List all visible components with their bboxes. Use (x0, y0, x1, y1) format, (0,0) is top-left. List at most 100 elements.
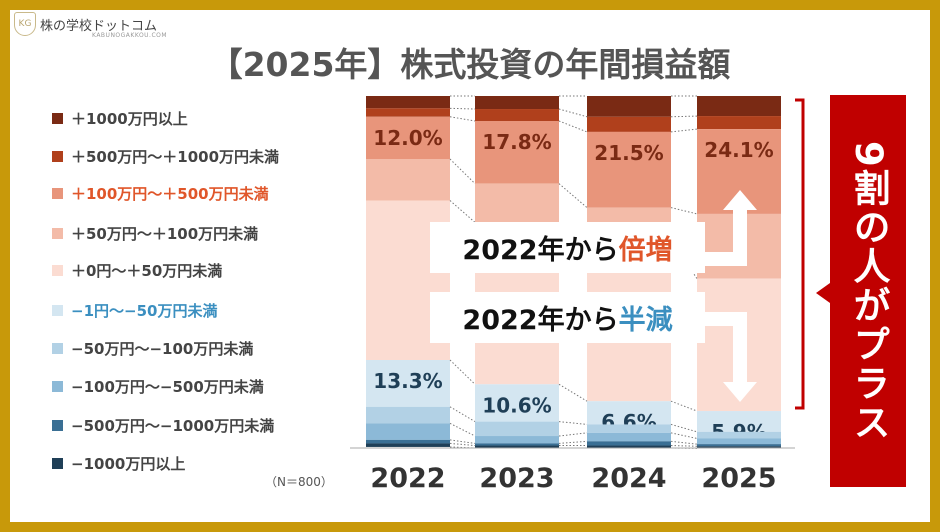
connector-line (670, 432, 698, 439)
legend-label: ＋0円〜＋50万円未満 (71, 262, 223, 280)
legend-swatch (52, 188, 63, 199)
connector-line (670, 445, 698, 447)
connector-line (670, 128, 698, 133)
data-label: 21.5% (594, 141, 663, 165)
bar-segment (587, 441, 671, 446)
bar-segment (475, 120, 559, 184)
bar-segment (475, 183, 559, 223)
connector-line (449, 158, 476, 185)
data-label: 13.3% (373, 369, 442, 393)
connector-line (558, 183, 588, 208)
bracket (795, 98, 805, 410)
legend-item: ＋0円〜＋50万円未満 (52, 260, 222, 281)
bar-segment (697, 96, 781, 117)
logo: KG 株の学校ドットコム KABUNOGAKKOU.COM (14, 12, 167, 39)
bar-segment (587, 401, 671, 425)
arrow-up-icon (705, 190, 757, 266)
bar-segment (366, 443, 450, 447)
bar-segment (475, 384, 559, 422)
bar-segment (366, 439, 450, 444)
data-label: 10.6% (482, 393, 551, 417)
data-label: 17.8% (482, 130, 551, 154)
connector-line (670, 440, 698, 445)
legend-item: −1000万円以上 (52, 453, 185, 474)
legend-label: −500万円〜−1000万円未満 (71, 417, 275, 435)
legend-label: ＋50万円〜＋100万円未満 (71, 225, 259, 243)
bar-segment (475, 96, 559, 110)
legend-item: ＋100万円〜＋500万円未満 (52, 183, 269, 204)
legend-label: −1000万円以上 (71, 455, 186, 473)
connector-line (449, 359, 476, 385)
bar-segment (366, 96, 450, 109)
logo-shield-icon: KG (14, 12, 36, 36)
bar-segment (587, 424, 671, 433)
connector-line (449, 107, 476, 110)
legend-label: ＋100万円〜＋500万円未満 (71, 185, 269, 203)
connector-line (449, 422, 476, 437)
bar-segment (475, 443, 559, 446)
connector-line (558, 440, 588, 444)
bar-segment (475, 109, 559, 121)
bar-segment (587, 116, 671, 132)
category-label: 2025 (701, 463, 776, 494)
legend-item: −500万円〜−1000万円未満 (52, 415, 274, 436)
connector-line (449, 116, 476, 122)
connector-line (558, 432, 588, 437)
legend-swatch (52, 305, 63, 316)
connector-line (558, 108, 588, 118)
legend-swatch (52, 458, 63, 469)
arrow-down-icon (705, 312, 757, 402)
bar-segment (587, 432, 671, 442)
category-label: 2023 (479, 463, 554, 494)
legend-label: −100万円〜−500万円未満 (71, 378, 264, 396)
data-label: 12.0% (373, 126, 442, 150)
half-annotation: 2022年から 半減 (430, 292, 705, 343)
bar-segment (475, 436, 559, 444)
category-label: 2022 (370, 463, 445, 494)
connector-line (449, 406, 476, 423)
double-annotation: 2022年から 倍増 (430, 222, 705, 273)
connector-line (449, 439, 476, 444)
annotation-emphasis: 倍増 (618, 235, 673, 266)
connector-line (670, 207, 698, 215)
bar-segment (366, 406, 450, 424)
bar-segment (366, 116, 450, 160)
connector-line (558, 421, 588, 425)
logo-sub: KABUNOGAKKOU.COM (92, 32, 168, 39)
chart-title: 【2025年】株式投資の年間損益額 (209, 45, 731, 84)
bar-segment (366, 423, 450, 440)
legend-swatch (52, 265, 63, 276)
bar-segment (475, 445, 559, 448)
callout: 9割の人がプラス (816, 95, 906, 487)
annotation-prefix: 2022年から (462, 305, 619, 336)
legend-item: ＋500万円〜＋1000万円未満 (52, 146, 279, 167)
legend-swatch (52, 228, 63, 239)
bar-segment (697, 431, 781, 439)
connector-line (449, 446, 476, 449)
legend-swatch (52, 151, 63, 162)
bar-segment (587, 96, 671, 117)
bar-segment (697, 411, 781, 432)
bar-segment (587, 445, 671, 448)
bar-segment (366, 108, 450, 117)
bar-segment (697, 438, 781, 445)
bar-segment (587, 131, 671, 208)
legend-item: −100万円〜−500万円未満 (52, 376, 264, 397)
legend-swatch (52, 113, 63, 124)
connector-line (449, 442, 476, 447)
connector-line (670, 423, 698, 433)
bar-segment (366, 159, 450, 201)
legend-swatch (52, 343, 63, 354)
legend-label: −1円〜−50万円未満 (71, 302, 218, 320)
annotation-prefix: 2022年から (462, 235, 619, 266)
legend-item: ＋50万円〜＋100万円未満 (52, 223, 258, 244)
legend-label: −50万円〜−100万円未満 (71, 340, 254, 358)
legend-swatch (52, 381, 63, 392)
legend-label: ＋500万円〜＋1000万円未満 (71, 148, 280, 166)
connector-line (558, 120, 588, 133)
legend-label: ＋1000万円以上 (71, 110, 188, 128)
logo-name: 株の学校ドットコム (40, 18, 158, 34)
annotation-emphasis: 半減 (618, 305, 673, 336)
sample-size-note: （N＝800） (265, 475, 333, 489)
